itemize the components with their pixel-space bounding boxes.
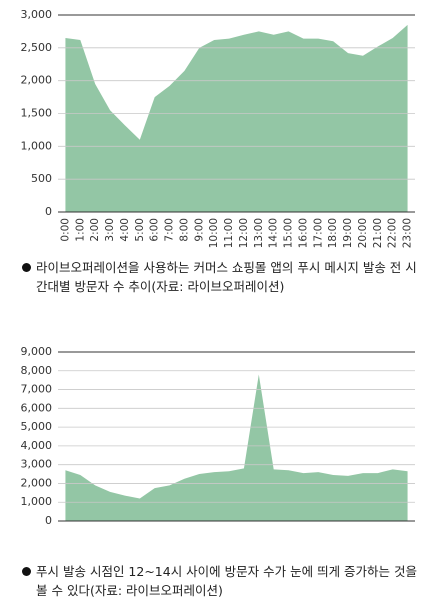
x-tick-label: 23:00 <box>402 218 414 248</box>
chart: 0 500 1,000 1,500 2,000 2,500 3,000 0:00 1:00 2:0… <box>21 8 415 248</box>
y-tick-label: 1,000 <box>21 139 53 152</box>
y-tick-label: 5,000 <box>21 420 53 433</box>
x-tick-label: 21:00 <box>372 218 384 248</box>
y-tick-label: 1,000 <box>21 495 53 508</box>
x-tick-label: 19:00 <box>342 218 354 248</box>
y-tick-label: 2,500 <box>21 41 53 54</box>
x-tick-label: 11:00 <box>223 218 235 248</box>
x-tick-label: 10:00 <box>208 218 220 248</box>
area <box>65 24 408 212</box>
caption-text: 푸시 발송 시점인 12~14시 사이에 방문자 수가 눈에 띄게 증가하는 것… <box>36 564 418 598</box>
caption: 라이브오퍼레이션을 사용하는 커머스 쇼핑몰 앱의 푸시 메시지 발송 전 시간… <box>22 258 422 296</box>
chart: 0 1,000 2,000 3,000 4,000 5,000 6,000 7,000 8,00… <box>21 345 415 527</box>
x-tick-label: 6:00 <box>149 218 161 242</box>
y-tick-label: 0 <box>45 205 52 218</box>
x-tick-label: 2:00 <box>89 218 101 242</box>
y-tick-label: 8,000 <box>21 364 53 377</box>
y-tick-label: 1,500 <box>21 107 53 120</box>
x-tick-label: 8:00 <box>178 218 190 242</box>
x-tick-label: 9:00 <box>193 218 205 242</box>
x-tick-label: 4:00 <box>119 218 131 242</box>
x-tick-label: 5:00 <box>134 218 146 242</box>
x-tick-label: 0:00 <box>59 218 71 242</box>
bullet <box>22 263 31 272</box>
y-tick-label: 2,000 <box>21 74 53 87</box>
x-tick-label: 12:00 <box>238 218 250 248</box>
x-tick-label: 22:00 <box>387 218 399 248</box>
x-tick-label: 20:00 <box>357 218 369 248</box>
x-tick-label: 14:00 <box>268 218 280 248</box>
y-tick-label: 0 <box>45 514 52 527</box>
x-tick-label: 17:00 <box>312 218 324 248</box>
x-tick-label: 7:00 <box>164 218 176 242</box>
y-tick-label: 7,000 <box>21 383 53 396</box>
caption-text: 라이브오퍼레이션을 사용하는 커머스 쇼핑몰 앱의 푸시 메시지 발송 전 시간… <box>36 260 417 294</box>
y-tick-label: 2,000 <box>21 476 53 489</box>
x-tick-label: 1:00 <box>74 218 86 242</box>
x-tick-label: 18:00 <box>327 218 339 248</box>
x-tick-label: 3:00 <box>104 218 116 242</box>
y-tick-label: 3,000 <box>21 458 53 471</box>
y-tick-label: 9,000 <box>21 345 53 358</box>
x-tick-label: 15:00 <box>283 218 295 248</box>
bullet <box>22 567 31 576</box>
x-tick-label: 13:00 <box>253 218 265 248</box>
caption: 푸시 발송 시점인 12~14시 사이에 방문자 수가 눈에 띄게 증가하는 것… <box>22 562 422 600</box>
y-tick-label: 3,000 <box>21 8 53 21</box>
y-tick-label: 4,000 <box>21 439 53 452</box>
x-tick-label: 16:00 <box>297 218 309 248</box>
y-tick-label: 500 <box>31 172 52 185</box>
area <box>65 374 408 521</box>
y-tick-label: 6,000 <box>21 401 53 414</box>
